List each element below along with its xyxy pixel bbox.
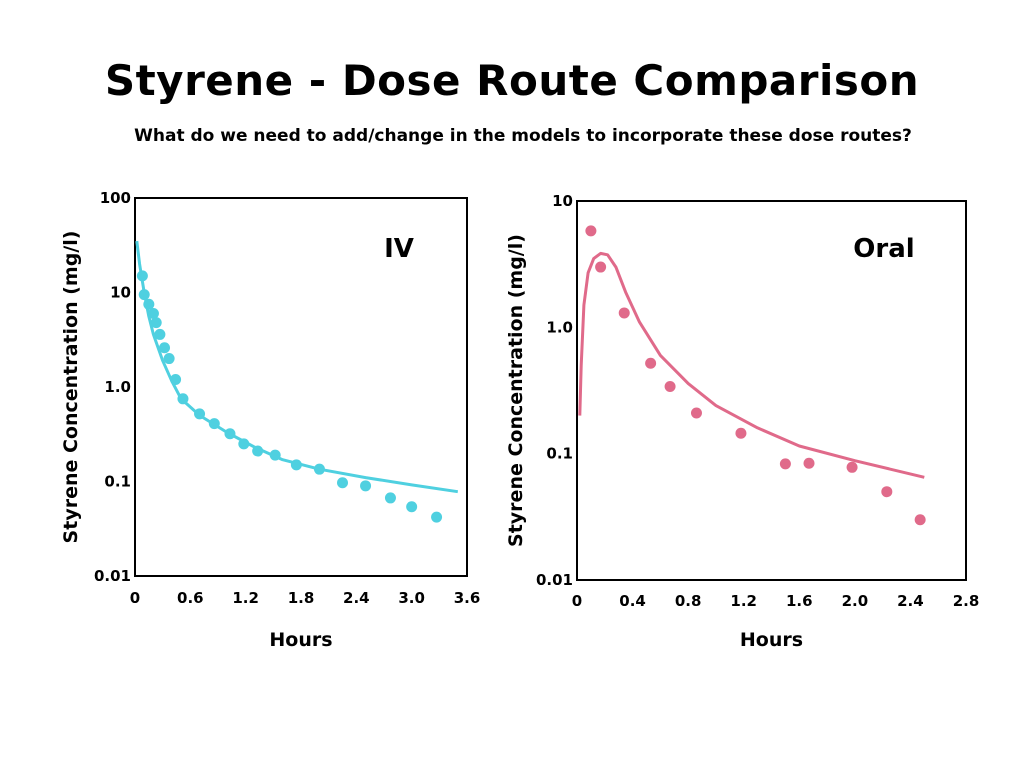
- data-point: [360, 480, 372, 492]
- y-axis-title: Styrene Concentration (mg/l): [60, 231, 82, 544]
- data-point: [881, 486, 893, 498]
- chart-1: 0 0.4 0.8 1.2 1.6 2.0 2.4 2.8 10 1.0 0.1 0.01 Hours S…: [505, 192, 979, 651]
- y-tick-label: 10: [110, 284, 131, 302]
- data-point: [846, 461, 858, 473]
- slide-title: Styrene - Dose Route Comparison: [104, 56, 920, 105]
- x-tick-label: 3.6: [454, 589, 481, 607]
- y-tick-label: 0.1: [546, 445, 573, 463]
- data-point: [147, 307, 159, 319]
- data-point: [159, 342, 171, 354]
- x-tick-label: 0.4: [619, 592, 646, 610]
- data-point: [803, 457, 815, 469]
- chart-0: 0 0.6 1.2 1.8 2.4 3.0 3.6 100 10 1.0 0.1 0.01 Hours S…: [60, 189, 480, 651]
- x-tick-label: 1.8: [288, 589, 315, 607]
- data-point: [406, 501, 418, 513]
- x-tick-label: 2.0: [842, 592, 869, 610]
- data-point: [735, 427, 747, 439]
- model-curve: [135, 240, 459, 494]
- data-point: [384, 492, 396, 504]
- panel-label: Oral: [853, 234, 914, 264]
- y-tick-label: 1.0: [546, 318, 573, 336]
- x-tick-label: 2.8: [953, 592, 980, 610]
- plot-frame: [576, 200, 967, 581]
- y-tick-label: 100: [100, 189, 131, 207]
- x-tick-label: 2.4: [343, 589, 370, 607]
- data-point: [779, 458, 791, 470]
- x-tick-label: 0.8: [675, 592, 702, 610]
- y-tick-label: 1.0: [104, 378, 131, 396]
- data-point: [690, 407, 702, 419]
- data-point: [618, 307, 630, 319]
- y-tick-label: 10: [552, 192, 573, 210]
- data-point: [664, 381, 676, 393]
- data-point: [595, 261, 607, 273]
- model-curve: [578, 251, 925, 479]
- data-point: [645, 357, 657, 369]
- x-axis-title: Hours: [740, 629, 803, 651]
- x-tick-label: 1.2: [232, 589, 259, 607]
- plot-frame: [134, 197, 468, 577]
- y-axis-title: Styrene Concentration (mg/l): [505, 234, 527, 547]
- panel-label: IV: [384, 234, 414, 264]
- x-tick-label: 2.4: [897, 592, 924, 610]
- data-point: [431, 511, 443, 523]
- data-point: [154, 328, 166, 340]
- x-axis-title: Hours: [269, 629, 332, 651]
- data-point: [163, 353, 175, 365]
- data-point: [337, 477, 348, 489]
- x-tick-label: 3.0: [398, 589, 425, 607]
- data-point: [585, 225, 597, 237]
- y-tick-label: 0.01: [94, 567, 131, 585]
- data-point: [914, 514, 926, 526]
- y-tick-label: 0.01: [536, 571, 573, 589]
- x-tick-label: 0: [572, 592, 582, 610]
- x-tick-label: 1.2: [730, 592, 757, 610]
- slide-subtitle: What do we need to add/change in the mod…: [134, 126, 912, 146]
- data-point: [150, 317, 162, 329]
- y-tick-label: 0.1: [104, 473, 131, 491]
- x-tick-label: 1.6: [786, 592, 813, 610]
- x-tick-label: 0: [130, 589, 140, 607]
- x-tick-label: 0.6: [177, 589, 204, 607]
